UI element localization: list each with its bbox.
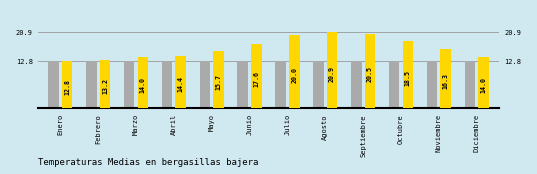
Text: 14.4: 14.4 [178,76,184,92]
Text: 12.8: 12.8 [64,79,70,95]
Text: 13.2: 13.2 [102,78,108,94]
Bar [162,61,172,108]
Text: 14.0: 14.0 [481,77,487,93]
Text: 17.6: 17.6 [253,71,259,87]
Bar [313,61,324,108]
Bar [389,61,400,108]
Bar [213,51,224,108]
Bar [403,41,413,108]
Bar [275,61,286,108]
Bar [289,35,300,108]
Text: 14.0: 14.0 [140,77,146,93]
Bar [100,60,110,108]
Bar [86,61,97,108]
Bar [440,49,451,108]
Bar [427,61,437,108]
Text: 20.0: 20.0 [291,67,297,83]
Bar [251,44,262,108]
Bar [478,57,489,108]
Bar [62,61,72,108]
Text: 15.7: 15.7 [215,74,222,90]
Text: 16.3: 16.3 [442,73,448,89]
Text: 18.5: 18.5 [405,70,411,86]
Bar [176,56,186,108]
Bar [351,61,361,108]
Text: 20.5: 20.5 [367,66,373,82]
Bar [48,61,59,108]
Bar [137,57,148,108]
Bar [124,61,134,108]
Text: Temperaturas Medias en bergasillas bajera: Temperaturas Medias en bergasillas bajer… [38,158,258,167]
Bar [200,61,210,108]
Bar [327,32,337,108]
Bar [237,61,248,108]
Bar [365,34,375,108]
Bar [465,61,475,108]
Text: 20.9: 20.9 [329,66,335,82]
